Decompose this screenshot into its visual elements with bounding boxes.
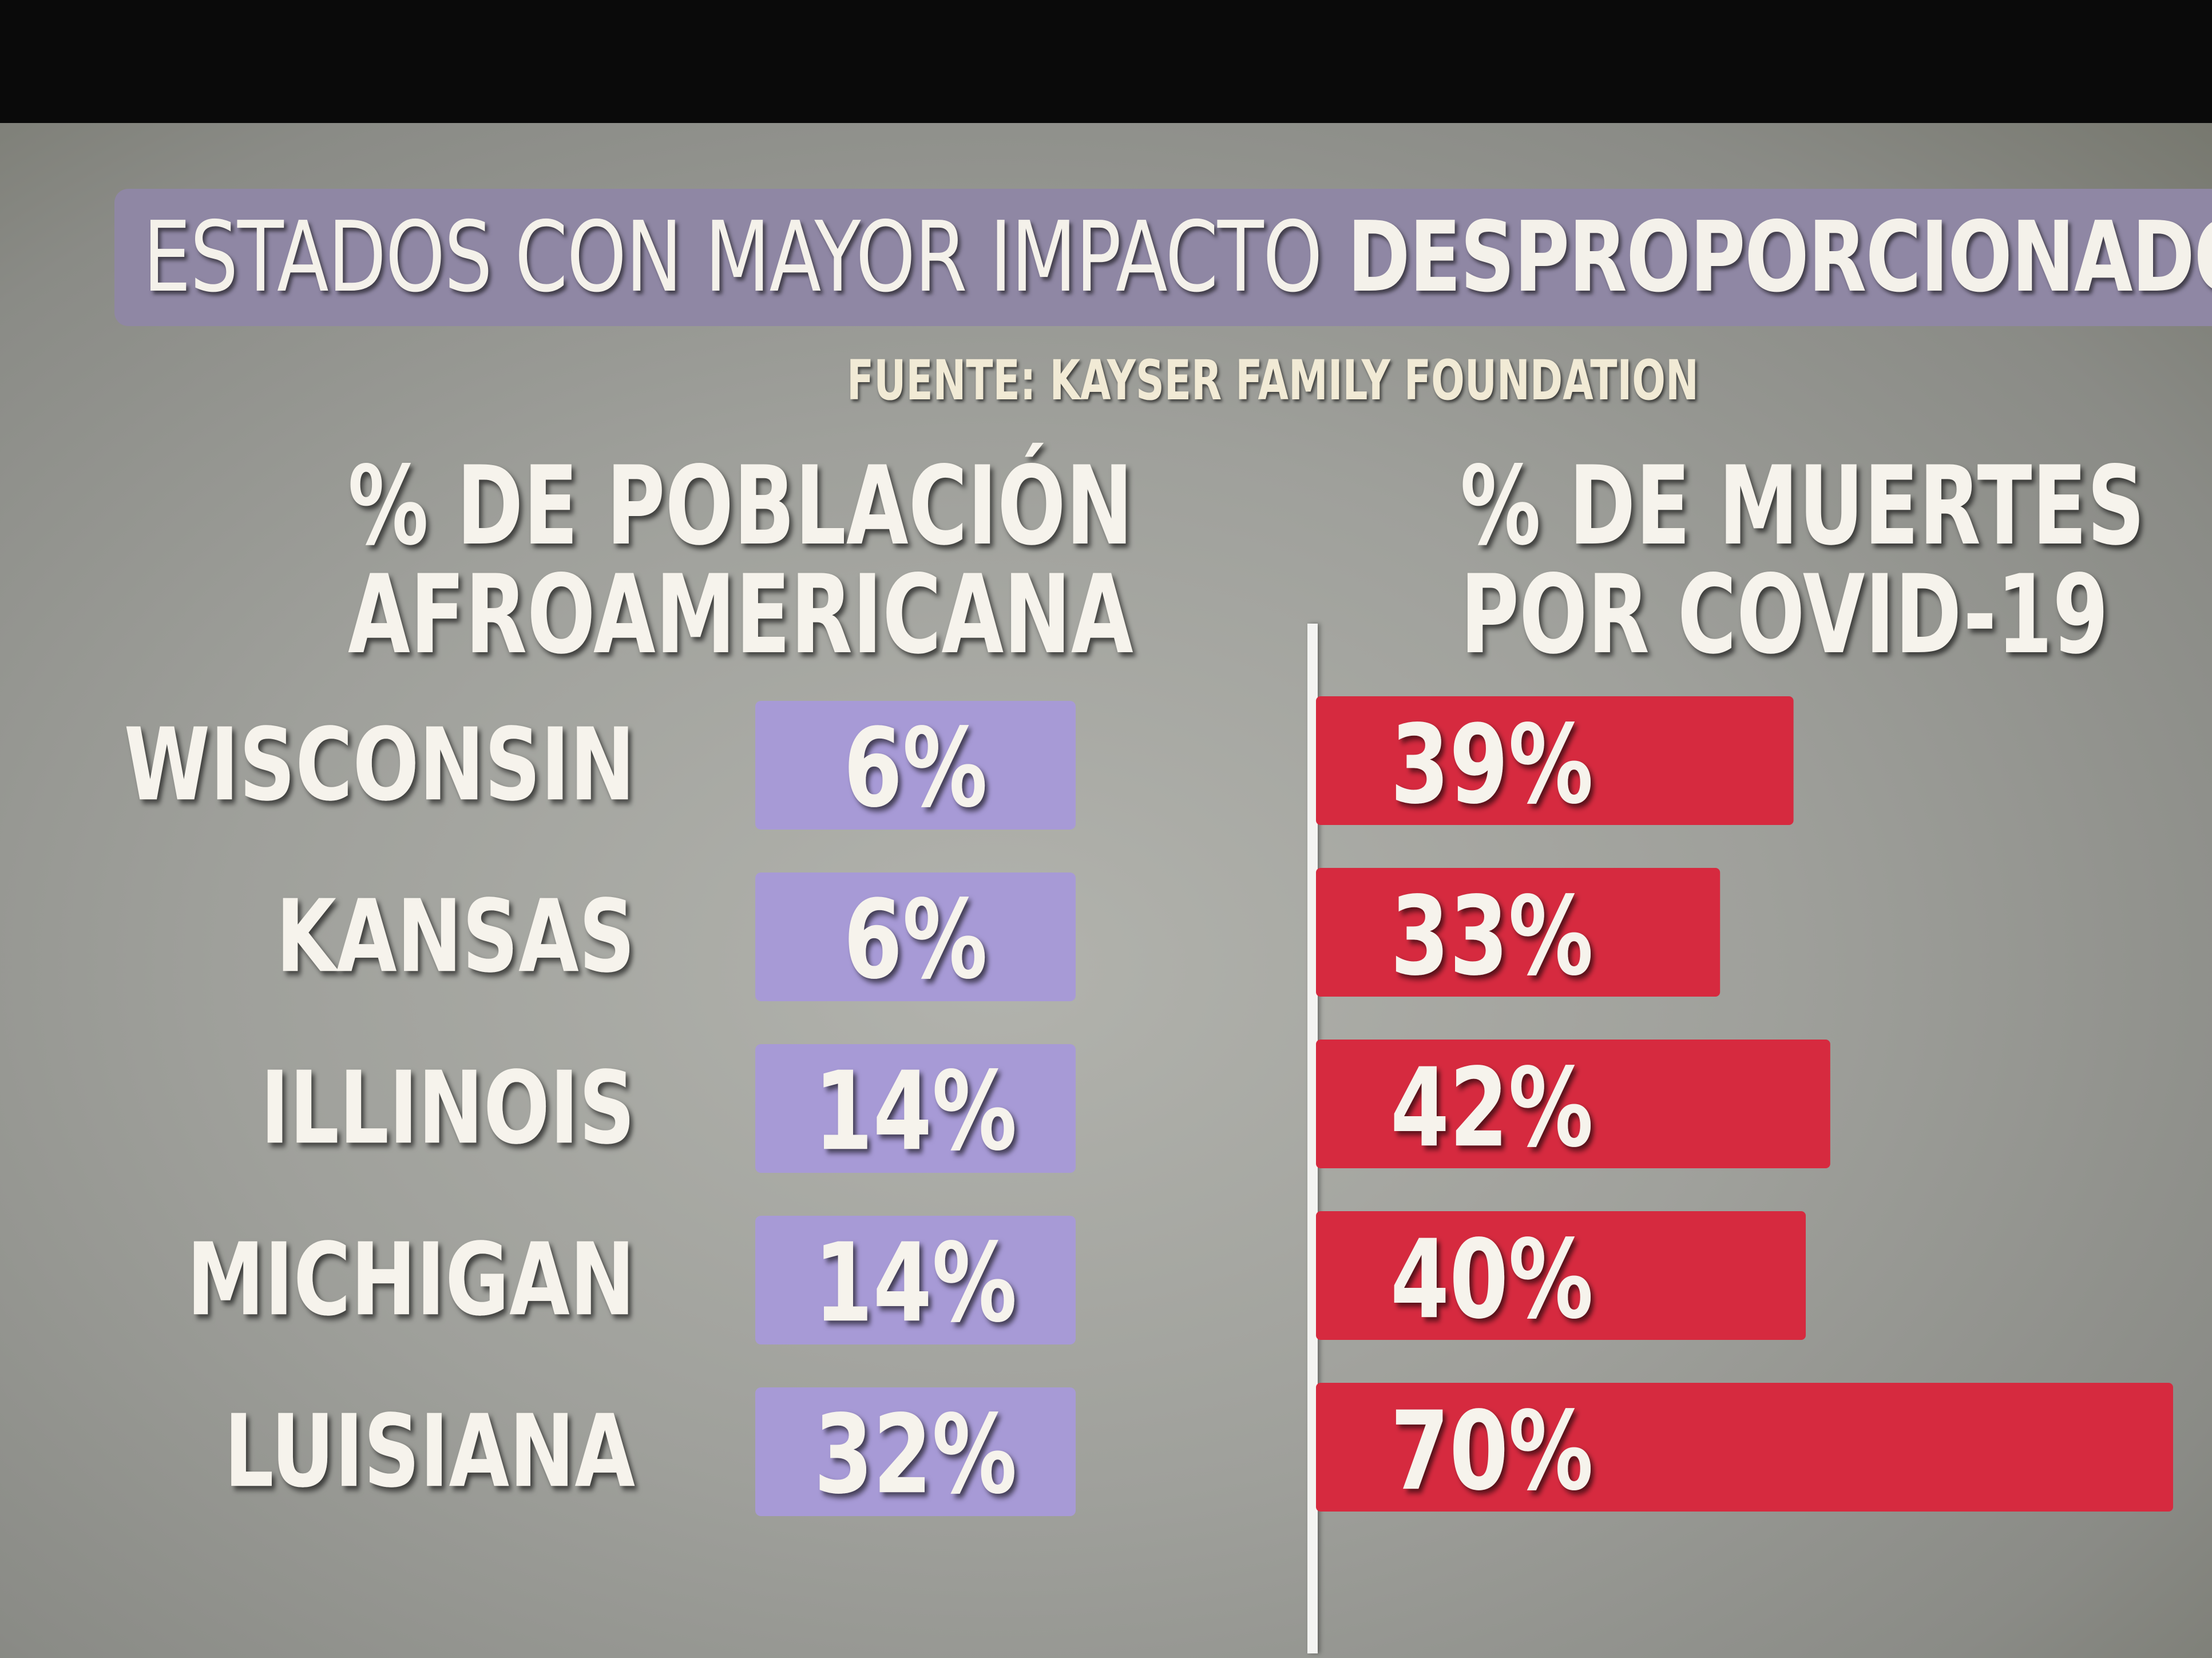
- center-divider: [1307, 624, 1318, 1653]
- deaths-value-label: 33%: [1390, 874, 1593, 1000]
- chart-title: ESTADOS CON MAYOR IMPACTO DESPROPORCIONA…: [143, 197, 2212, 318]
- population-value-label: 6%: [843, 877, 988, 1003]
- deaths-header-line1: % DE MUERTES: [1460, 443, 2145, 569]
- population-value-label: 14%: [814, 1049, 1017, 1175]
- deaths-bar: [1316, 1383, 2173, 1512]
- deaths-value-label: 70%: [1390, 1389, 1593, 1515]
- deaths-bar: [1316, 696, 1794, 825]
- population-bar: [755, 872, 1076, 1001]
- population-bar: [755, 1216, 1076, 1344]
- deaths-value-label: 39%: [1390, 702, 1593, 828]
- category-label: ILLINOIS: [260, 1050, 635, 1167]
- population-column-header: % DE POBLACIÓN AFROAMERICANA: [348, 443, 1133, 681]
- deaths-value-label: 40%: [1390, 1217, 1593, 1343]
- tv-screen: ESTADOS CON MAYOR IMPACTO DESPROPORCIONA…: [0, 123, 2212, 1658]
- deaths-bar: [1316, 1040, 1830, 1168]
- category-label: MICHIGAN: [187, 1221, 635, 1338]
- population-value-label: 32%: [814, 1392, 1017, 1518]
- bar-chart: WISCONSIN 6% 39% KANSAS 6% 33% ILLINOIS 14% 42% M…: [124, 696, 2173, 1518]
- title-band: [114, 189, 2212, 326]
- category-label: WISCONSIN: [124, 707, 635, 823]
- deaths-header-line2: POR COVID-19: [1460, 552, 2109, 678]
- deaths-column-header: % DE MUERTES POR COVID-19: [1460, 443, 2145, 681]
- population-value-label: 14%: [814, 1220, 1017, 1347]
- population-header-line1: % DE POBLACIÓN: [348, 443, 1133, 569]
- deaths-bar: [1316, 1211, 1806, 1340]
- title-bold: DESPROPORCIONADO POR COVID-: [1347, 201, 2212, 314]
- population-value-label: 6%: [843, 705, 988, 832]
- population-bar: [755, 701, 1076, 830]
- population-bar: [755, 1387, 1076, 1516]
- category-label: LUISIANA: [224, 1393, 635, 1510]
- population-bar: [755, 1044, 1076, 1173]
- population-header-line2: AFROAMERICANA: [348, 552, 1133, 678]
- deaths-bar: [1316, 868, 1721, 997]
- deaths-value-label: 42%: [1390, 1045, 1593, 1172]
- category-label: KANSAS: [276, 878, 635, 995]
- title-light: ESTADOS CON MAYOR IMPACTO: [143, 201, 1323, 314]
